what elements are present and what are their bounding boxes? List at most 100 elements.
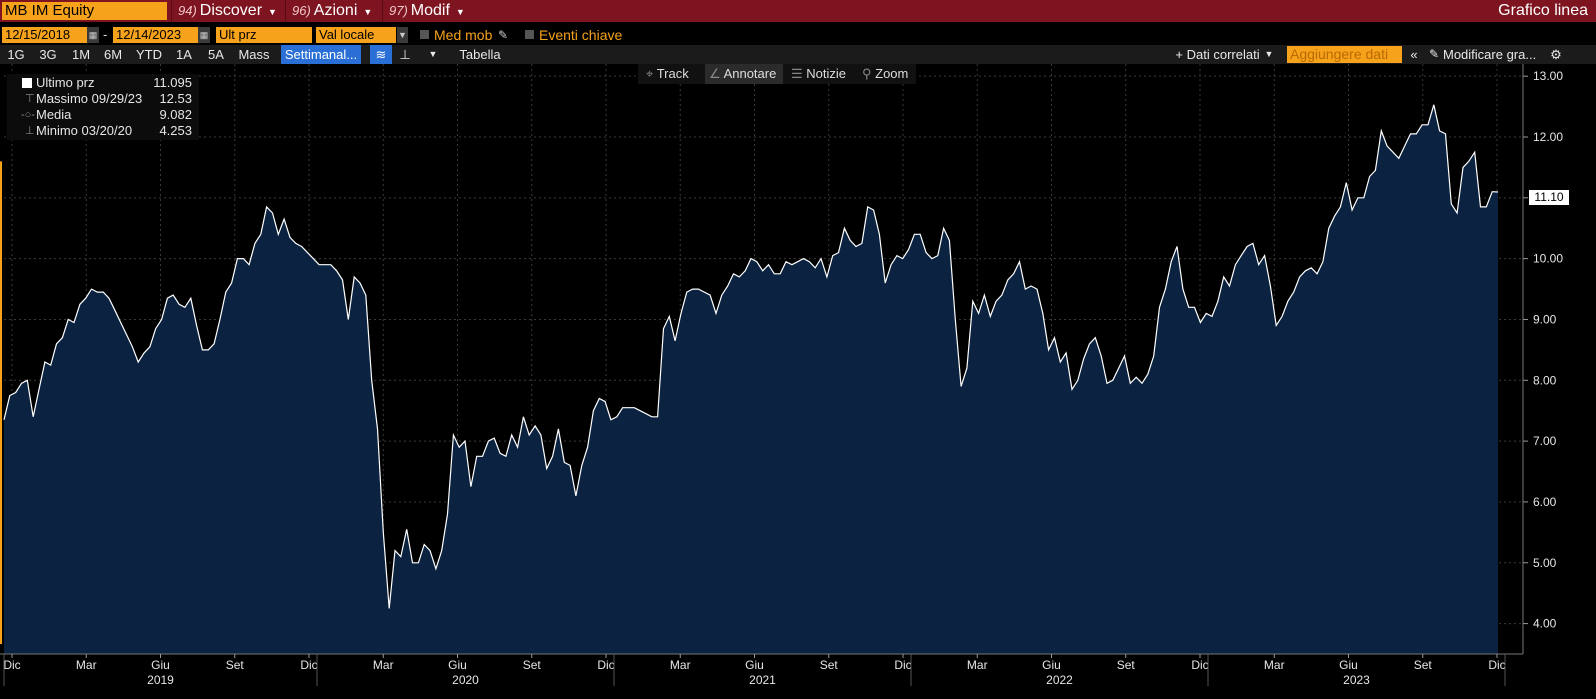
calendar-icon[interactable]: ▦: [198, 27, 210, 43]
data-point: [365, 295, 366, 296]
data-point: [581, 465, 582, 466]
moving-avg-checkbox[interactable]: [420, 30, 429, 39]
data-point: [698, 289, 699, 290]
data-point: [424, 544, 425, 545]
legend-label: Ultimo prz: [36, 75, 95, 90]
double-chevron-left-icon[interactable]: «: [1410, 47, 1418, 62]
data-point: [675, 340, 676, 341]
tool-zoom[interactable]: ⚲ Zoom: [862, 64, 918, 84]
data-point: [1299, 276, 1300, 277]
start-date-input[interactable]: 12/15/2018: [2, 27, 87, 43]
range-6m[interactable]: 6M: [103, 47, 123, 62]
related-data-button[interactable]: + Dati correlati: [1175, 47, 1260, 62]
data-point: [1124, 355, 1125, 356]
data-point: [529, 434, 530, 435]
data-point: [1287, 301, 1288, 302]
field-select[interactable]: Ult prz: [216, 27, 312, 43]
range-mass[interactable]: Mass: [238, 47, 270, 62]
range-5a[interactable]: 5A: [208, 47, 224, 62]
data-point: [219, 319, 220, 320]
low-marker-icon: ⊥: [25, 125, 35, 137]
data-point: [605, 401, 606, 402]
data-point: [587, 447, 588, 448]
range-1g[interactable]: 1G: [7, 47, 25, 62]
data-point: [1130, 383, 1131, 384]
data-point: [1013, 273, 1014, 274]
data-point: [1101, 355, 1102, 356]
tool-notizie[interactable]: ☰ Notizie: [791, 64, 857, 84]
menu-discover[interactable]: 94) Discover ▼: [171, 0, 284, 22]
x-year-label: 2021: [749, 673, 776, 687]
candlestick-icon[interactable]: ⊥: [399, 47, 411, 62]
data-point: [564, 462, 565, 463]
data-point: [523, 416, 524, 417]
data-point: [797, 261, 798, 262]
data-point: [680, 313, 681, 314]
legend-last[interactable]: Ultimo prz 11.095: [7, 75, 199, 91]
range-1m[interactable]: 1M: [71, 47, 91, 62]
range-ytd[interactable]: YTD: [136, 47, 162, 62]
data-point: [809, 261, 810, 262]
data-point: [616, 416, 617, 417]
data-point: [1328, 228, 1329, 229]
high-marker-icon: ⊤: [25, 93, 35, 105]
data-point: [1206, 313, 1207, 314]
table-button[interactable]: Tabella: [459, 47, 501, 62]
data-point: [429, 550, 430, 551]
tool-track[interactable]: ⌖ Track: [646, 64, 706, 84]
chevron-down-icon[interactable]: ▼: [428, 49, 438, 59]
series-swatch: [22, 78, 32, 88]
legend-label: Massimo 09/29/23: [36, 91, 143, 106]
ticker-field[interactable]: MB IM Equity: [2, 2, 167, 20]
frequency-select[interactable]: Settimanal...: [281, 45, 361, 64]
y-tick-label: 10.00: [1533, 252, 1563, 266]
data-point: [1276, 325, 1277, 326]
data-point: [517, 447, 518, 448]
data-point: [97, 292, 98, 293]
data-point: [476, 456, 477, 457]
gear-icon[interactable]: ⚙: [1550, 47, 1562, 62]
line-chart-icon[interactable]: ≋: [370, 45, 392, 64]
add-data-input[interactable]: Aggiungere dati: [1287, 46, 1402, 63]
data-point: [249, 264, 250, 265]
data-point: [1486, 206, 1487, 207]
data-point: [371, 380, 372, 381]
data-point: [1264, 255, 1265, 256]
x-tick-label: Dic: [597, 658, 614, 672]
range-1a[interactable]: 1A: [176, 47, 192, 62]
data-point: [73, 322, 74, 323]
y-tick-label: 9.00: [1533, 312, 1557, 326]
data-point: [949, 240, 950, 241]
pencil-icon[interactable]: ✎: [1428, 47, 1440, 61]
legend-low: ⊥ Minimo 03/20/20 4.253: [7, 123, 199, 139]
pencil-icon[interactable]: ✎: [498, 28, 509, 42]
data-point: [902, 258, 903, 259]
data-point: [114, 310, 115, 311]
x-tick-label: Set: [820, 658, 839, 672]
data-point: [1211, 316, 1212, 317]
x-tick-label: Set: [226, 658, 245, 672]
calendar-icon[interactable]: ▦: [87, 27, 99, 43]
menu-azioni[interactable]: 96) Azioni ▼: [285, 0, 381, 22]
dropdown-arrow-icon[interactable]: ▼: [397, 27, 408, 43]
data-point: [984, 295, 985, 296]
data-point: [920, 234, 921, 235]
data-point: [149, 346, 150, 347]
tool-annotare[interactable]: ∠ Annotare: [705, 64, 783, 84]
edit-chart-button[interactable]: Modificare gra...: [1443, 47, 1537, 62]
data-point: [400, 556, 401, 557]
data-point: [394, 550, 395, 551]
key-events-checkbox[interactable]: [525, 30, 534, 39]
crosshair-icon: ⌖: [646, 66, 657, 81]
data-point: [1480, 206, 1481, 207]
menu-modif[interactable]: 97) Modif ▼: [382, 0, 472, 22]
chevron-down-icon[interactable]: ▼: [1264, 49, 1274, 59]
data-point: [132, 346, 133, 347]
currency-select[interactable]: Val locale: [316, 27, 396, 43]
data-point: [885, 282, 886, 283]
range-3g[interactable]: 3G: [39, 47, 57, 62]
data-point: [103, 292, 104, 293]
price-chart[interactable]: 4.005.006.007.008.009.0010.0011.0012.001…: [0, 64, 1596, 699]
moving-avg-label: Med mob: [434, 27, 493, 43]
end-date-input[interactable]: 12/14/2023: [113, 27, 198, 43]
